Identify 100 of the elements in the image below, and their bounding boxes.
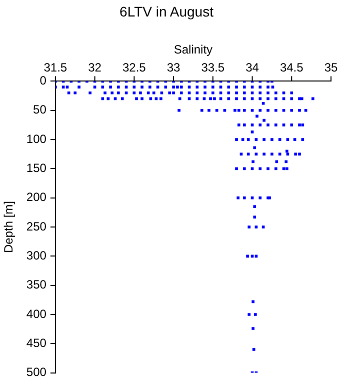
point: [294, 152, 297, 156]
point: [254, 138, 258, 141]
point: [301, 138, 304, 141]
x-tick-label: 32.5: [122, 60, 146, 75]
point: [285, 167, 288, 170]
point: [266, 167, 270, 170]
point: [110, 91, 114, 94]
x-tick-label: 33: [166, 60, 181, 75]
point: [258, 91, 262, 94]
point: [254, 226, 258, 228]
point: [116, 91, 120, 94]
point: [298, 152, 301, 156]
point: [262, 102, 265, 105]
point: [301, 124, 304, 126]
point: [66, 86, 69, 88]
point: [311, 97, 314, 100]
y-tick-label: 400: [26, 306, 47, 321]
y-tick-label: 150: [26, 160, 47, 175]
point: [298, 108, 301, 112]
point: [262, 152, 266, 156]
point: [204, 86, 206, 88]
point: [242, 124, 246, 126]
y-tick-label: 50: [33, 102, 47, 117]
point: [135, 97, 138, 100]
point: [235, 86, 238, 88]
x-tick-label: 34.5: [280, 60, 304, 75]
point: [250, 86, 254, 88]
point: [266, 86, 270, 88]
point: [274, 124, 278, 126]
point: [236, 196, 240, 200]
point: [290, 124, 294, 126]
y-tick-label: 250: [26, 219, 47, 234]
point: [172, 86, 175, 88]
point: [168, 91, 172, 94]
point: [213, 97, 216, 100]
point: [164, 86, 168, 88]
point: [160, 97, 162, 100]
point: [211, 86, 214, 88]
point: [196, 91, 199, 94]
point: [258, 86, 262, 88]
point: [258, 124, 262, 126]
point: [274, 108, 278, 112]
y-tick-label: 450: [26, 336, 47, 350]
point: [300, 97, 304, 100]
point: [139, 91, 142, 94]
point: [258, 108, 262, 112]
point: [274, 91, 278, 94]
point: [266, 97, 270, 100]
point: [227, 91, 230, 94]
point: [242, 97, 246, 100]
point: [262, 138, 266, 141]
point: [172, 91, 175, 94]
point: [148, 86, 152, 88]
point: [274, 167, 278, 170]
point: [235, 167, 238, 170]
point: [290, 97, 294, 100]
point: [160, 91, 164, 94]
y-tick-label: 500: [26, 365, 47, 380]
point: [252, 300, 254, 304]
point: [219, 86, 222, 88]
point: [209, 97, 212, 100]
point: [266, 124, 270, 126]
point: [258, 196, 262, 200]
point: [258, 167, 262, 170]
point: [290, 108, 294, 112]
point: [88, 91, 92, 94]
point: [156, 86, 160, 88]
point: [298, 124, 301, 126]
point: [252, 160, 254, 164]
x-tick-label: 34: [246, 60, 260, 75]
point: [246, 254, 249, 258]
point: [254, 254, 258, 258]
point: [282, 108, 286, 112]
point: [266, 91, 270, 94]
point: [271, 86, 274, 88]
point: [274, 97, 278, 100]
point: [253, 205, 256, 208]
point: [278, 138, 282, 141]
point: [285, 150, 288, 153]
point: [253, 216, 256, 218]
point: [242, 108, 246, 112]
point: [254, 313, 257, 316]
y-tick-label: 350: [26, 278, 47, 292]
point: [253, 146, 256, 150]
point: [116, 86, 120, 88]
point: [223, 108, 226, 112]
point: [235, 97, 238, 100]
x-tick-label: 32: [88, 60, 102, 75]
point: [219, 91, 222, 94]
point: [241, 138, 244, 141]
point: [256, 114, 258, 118]
point: [211, 91, 214, 94]
point: [67, 91, 70, 94]
point: [250, 254, 254, 258]
point: [262, 226, 265, 228]
point: [208, 108, 210, 112]
x-axis-title: Salinity: [174, 42, 213, 56]
chart-title: 6LTV in August: [120, 3, 214, 20]
x-tick-label: 33.5: [201, 60, 225, 75]
point: [124, 86, 128, 88]
